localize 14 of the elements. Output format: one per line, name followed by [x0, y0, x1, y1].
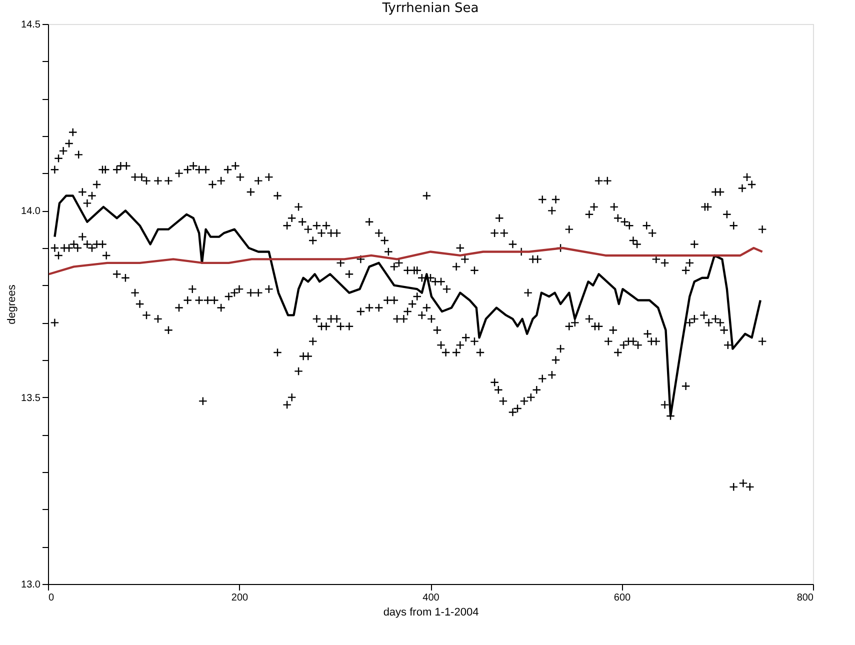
line-series: [48, 246, 764, 276]
x-tick-label: 200: [231, 592, 249, 604]
y-tick-label: 13.0: [21, 580, 41, 590]
x-tick-label: 0: [48, 592, 54, 604]
y-tick-label: 14.0: [21, 206, 41, 218]
x-tick-label: 800: [796, 592, 814, 604]
x-tick-label: 600: [614, 592, 632, 604]
y-tick-label: 13.5: [21, 392, 41, 404]
chart-title: Tyrrhenian Sea: [381, 1, 479, 16]
line-series: [54, 194, 762, 418]
x-axis-title: days from 1-1-2004: [383, 606, 479, 618]
y-tick-label: 14.5: [21, 20, 41, 30]
x-tick-label: 400: [422, 592, 440, 604]
y-axis-title: degrees: [6, 284, 18, 324]
